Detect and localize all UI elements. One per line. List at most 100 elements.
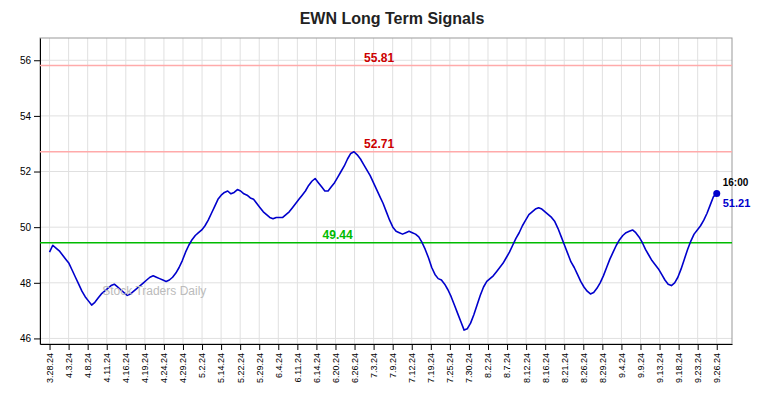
grid-line-x <box>526 38 527 344</box>
x-tick-label: 6.26.24 <box>350 353 360 383</box>
x-tick-label: 4.24.24 <box>159 353 169 383</box>
grid-line-x <box>354 38 355 344</box>
x-tick-label: 5.29.24 <box>255 353 265 383</box>
x-tick-mark <box>259 344 260 350</box>
x-tick-mark <box>50 344 51 350</box>
annotations: 55.81 52.71 49.44 16:00 51.21 Stock Traders D… <box>102 51 750 299</box>
x-tick-mark <box>621 344 622 350</box>
x-tick: 4.11.24 <box>102 344 112 382</box>
x-tick: 4.24.24 <box>159 344 169 383</box>
x-tick-mark <box>583 344 584 350</box>
marks <box>40 66 732 331</box>
x-tick-label: 6.11.24 <box>293 353 303 382</box>
x-tick-label: 9.4.24 <box>617 353 627 378</box>
x-tick-mark <box>88 344 89 350</box>
x-tick-label: 6.20.24 <box>331 353 341 383</box>
x-tick: 5.29.24 <box>255 344 265 383</box>
x-tick: 9.26.24 <box>712 344 722 383</box>
grid-line-y <box>40 338 732 339</box>
grid-line-x <box>202 38 203 344</box>
x-tick-mark <box>240 344 241 350</box>
y-axis: 464850525456 <box>20 39 41 345</box>
y-tick: 56 <box>20 55 40 66</box>
reference-label: 55.81 <box>364 51 394 65</box>
x-tick: 6.14.24 <box>312 344 322 383</box>
reference-label: 49.44 <box>323 228 353 242</box>
x-tick: 9.13.24 <box>655 344 665 383</box>
grid-line-x <box>678 38 679 344</box>
y-tick: 50 <box>20 222 40 233</box>
x-tick-label: 6.14.24 <box>312 353 322 383</box>
x-tick-mark <box>488 344 489 350</box>
x-tick-mark <box>221 344 222 350</box>
y-axis-line <box>40 39 41 345</box>
reference-label: 52.71 <box>364 137 394 151</box>
x-tick-label: 4.8.24 <box>83 353 93 378</box>
x-tick: 9.23.24 <box>693 344 703 383</box>
x-tick-mark <box>698 344 699 350</box>
x-tick-mark <box>660 344 661 350</box>
grid-line-x <box>640 38 641 344</box>
x-tick-mark <box>545 344 546 350</box>
reference-line <box>40 151 732 153</box>
y-tick-mark <box>34 60 40 61</box>
watermark: Stock Traders Daily <box>102 284 206 298</box>
x-tick: 8.7.24 <box>502 344 512 378</box>
x-tick-label: 5.2.24 <box>197 353 207 378</box>
grid-line-x <box>621 38 622 344</box>
title: EWN Long Term Signals <box>300 10 485 27</box>
x-tick-label: 9.9.24 <box>636 353 646 378</box>
grid-line-x <box>583 38 584 344</box>
x-tick-mark <box>564 344 565 350</box>
x-tick: 8.12.24 <box>521 344 531 383</box>
grid-line-y <box>40 171 732 172</box>
x-tick-label: 4.11.24 <box>102 353 112 382</box>
end-time-label: 16:00 <box>723 177 749 188</box>
grid-line-y <box>40 227 732 228</box>
grid-line-x <box>297 38 298 344</box>
x-tick: 4.8.24 <box>83 344 93 378</box>
grid-line-x <box>144 38 145 344</box>
x-tick-mark <box>602 344 603 350</box>
grid-line-x <box>373 38 374 344</box>
x-axis: 3.28.244.3.244.8.244.11.244.16.244.19.24… <box>41 344 733 383</box>
reference-line <box>40 242 732 244</box>
x-tick-label: 8.16.24 <box>541 353 551 383</box>
x-axis-line <box>41 344 733 345</box>
x-tick-label: 9.26.24 <box>712 353 722 383</box>
x-tick: 6.20.24 <box>331 344 341 383</box>
end-price-label: 51.21 <box>723 197 751 209</box>
x-tick-mark <box>450 344 451 350</box>
x-tick-mark <box>374 344 375 350</box>
x-tick-label: 7.12.24 <box>407 353 417 383</box>
x-tick: 7.3.24 <box>369 344 379 378</box>
grid-line-x <box>697 38 698 344</box>
x-tick: 3.28.24 <box>45 344 55 383</box>
x-tick: 4.29.24 <box>178 344 188 383</box>
x-tick-label: 8.21.24 <box>560 353 570 383</box>
grid-line-x <box>221 38 222 344</box>
y-tick-label: 54 <box>20 111 32 122</box>
chart: EWN Long Term Signals3.28.244.3.244.8.24… <box>0 0 784 398</box>
reference-line <box>40 65 732 67</box>
grid-line-x <box>468 38 469 344</box>
x-tick-mark <box>469 344 470 350</box>
x-tick-mark <box>717 344 718 350</box>
x-tick-mark <box>355 344 356 350</box>
x-tick: 8.21.24 <box>560 344 570 383</box>
x-tick: 7.25.24 <box>445 344 455 383</box>
x-tick-label: 8.7.24 <box>502 353 512 378</box>
y-tick-label: 46 <box>20 333 32 344</box>
grid-line-x <box>487 38 488 344</box>
grid-line-x <box>259 38 260 344</box>
x-tick-label: 7.25.24 <box>445 353 455 383</box>
grid-line-x <box>564 38 565 344</box>
x-tick-mark <box>316 344 317 350</box>
x-tick-label: 4.16.24 <box>121 353 131 383</box>
grid-line-x <box>87 38 88 344</box>
x-tick-mark <box>335 344 336 350</box>
plot-frame <box>40 38 732 344</box>
x-tick-label: 7.3.24 <box>369 353 379 378</box>
y-tick: 52 <box>20 166 40 177</box>
x-tick-mark <box>126 344 127 350</box>
